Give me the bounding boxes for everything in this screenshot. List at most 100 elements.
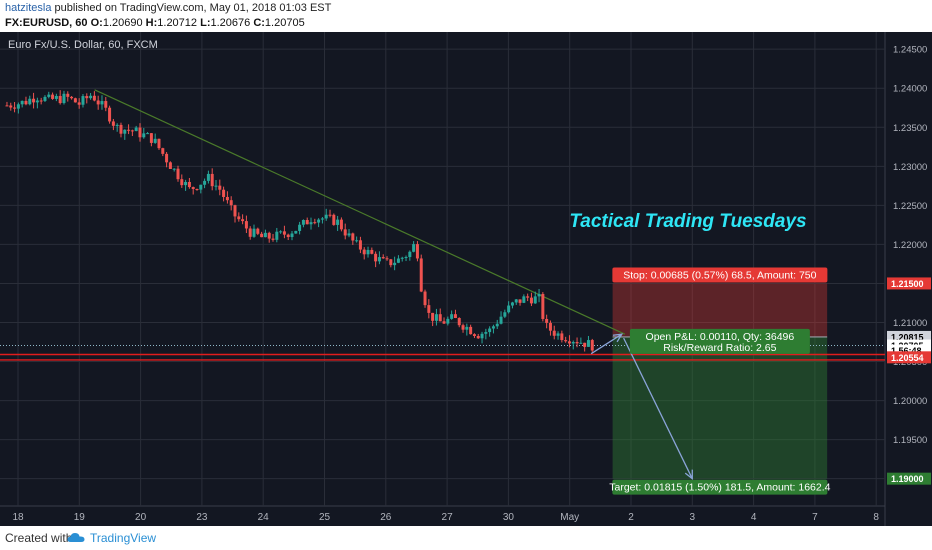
candle-body (434, 314, 438, 321)
stop-zone (612, 283, 828, 337)
candle-body (393, 262, 397, 266)
arrow-line (590, 333, 623, 355)
candle-body (343, 229, 347, 236)
y-tick-label: 1.20000 (893, 396, 927, 407)
candle-body (206, 173, 210, 181)
candle-body (446, 318, 450, 324)
candle-body (476, 335, 480, 339)
candle-body (294, 230, 298, 234)
chart-title: Euro Fx/U.S. Dollar, 60, FXCM (8, 39, 158, 51)
candle-body (233, 205, 237, 217)
candle-body (203, 180, 207, 185)
candle-body (104, 101, 108, 108)
candle-body (324, 214, 328, 219)
price-label: 1 56:48 (891, 346, 922, 356)
candle-body (256, 228, 260, 234)
candle-body (351, 233, 355, 241)
candle-body (184, 181, 188, 186)
candle-body (96, 100, 100, 105)
candle-body (396, 258, 400, 263)
candle-body (229, 200, 233, 206)
price-label-box (887, 472, 931, 485)
candle-body (290, 233, 294, 238)
candle-body (267, 232, 271, 239)
candle-body (499, 316, 503, 324)
candle-body (472, 334, 476, 336)
author-link[interactable]: hatzitesla (5, 2, 52, 14)
y-tick-label: 1.22500 (893, 201, 927, 212)
candle-body (537, 293, 541, 297)
candle-body (374, 253, 378, 262)
candle-body (275, 231, 279, 240)
candle-body (210, 173, 214, 187)
candle-body (339, 219, 343, 230)
candle-body (317, 219, 321, 223)
candle-body (442, 321, 446, 324)
candle-body (309, 222, 313, 225)
candle-body (108, 107, 112, 122)
candle-body (13, 107, 17, 109)
candle-body (43, 96, 47, 101)
candle-body (320, 218, 324, 220)
price-label: 1.19000 (891, 474, 924, 484)
tradingview-link[interactable]: TradingView (90, 531, 157, 545)
candle-body (92, 95, 96, 101)
open-pnl-label: Open P&L: 0.00110, Qty: 36496 (646, 331, 795, 343)
candle-body (377, 257, 381, 262)
candle-body (362, 249, 366, 255)
candle-body (138, 127, 142, 138)
candle-body (453, 314, 457, 319)
candle-body (134, 127, 138, 132)
candle-body (518, 299, 522, 303)
price-label-box (887, 351, 931, 364)
candle-body (427, 305, 431, 313)
stop-label-box (612, 267, 828, 283)
candle-body (286, 234, 290, 238)
candle-body (529, 297, 533, 304)
candle-body (225, 196, 229, 201)
candle-body (385, 258, 389, 260)
candle-body (366, 249, 370, 255)
candle-body (495, 323, 499, 327)
candle-body (81, 96, 85, 105)
candle-body (176, 168, 180, 180)
candle-body (579, 342, 583, 344)
price-chart[interactable]: 1.24500 1.24000 1.23500 1.23000 1.22500 1.220… (0, 32, 932, 526)
candle-body (248, 228, 252, 237)
candle-body (400, 257, 404, 259)
candle-body (545, 318, 549, 323)
y-tick-label: 1.24000 (893, 84, 927, 95)
arrow-line (623, 337, 693, 479)
candle-body (89, 95, 93, 99)
x-tick-label: May (560, 512, 579, 523)
candle-body (20, 100, 24, 105)
candle-body (32, 98, 36, 103)
ohlc-close: C:1.20705 (253, 17, 305, 29)
candle-body (328, 214, 332, 216)
candle-body (199, 184, 203, 190)
candle-body (66, 93, 70, 97)
candle-body (586, 340, 590, 347)
candle-body (491, 326, 495, 329)
x-tick-label: 19 (74, 512, 86, 523)
symbol-ohlc: FX:EURUSD, 60 O:1.20690 H:1.20712 L:1.20… (5, 17, 305, 29)
candle-body (336, 219, 340, 225)
candle-body (142, 133, 146, 138)
price-label: 1.21500 (891, 279, 924, 289)
open-pnl-label: Risk/Reward Ratio: 2.65 (663, 342, 776, 354)
candle-body (279, 231, 283, 233)
ohlc-low: L:1.20676 (200, 17, 251, 29)
candle-body (423, 291, 427, 306)
candle-body (73, 98, 77, 103)
price-label: 1.20554 (891, 353, 924, 363)
candle-body (590, 340, 594, 351)
candle-body (161, 148, 165, 154)
candle-body (457, 318, 461, 326)
target-label-box (612, 479, 828, 495)
annotation-text: Tactical Trading Tuesdays (569, 211, 806, 232)
candle-body (168, 162, 172, 170)
candle-body (9, 105, 13, 108)
candle-body (552, 330, 556, 336)
stop-label: Stop: 0.00685 (0.57%) 68.5, Amount: 750 (623, 269, 816, 281)
candle-body (172, 168, 176, 170)
